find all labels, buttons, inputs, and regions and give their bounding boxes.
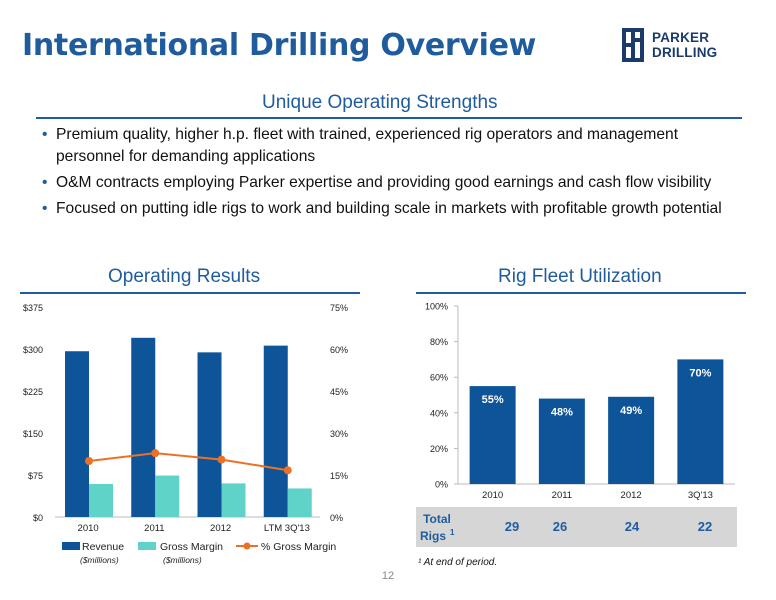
page-number: 12 xyxy=(381,570,395,582)
rig-utilization-chart: 0% 20% 40% 60% 80% 100% 55% 2010 48% 2011 49% 2012 7… xyxy=(425,302,735,501)
pct-gross-margin-point xyxy=(283,466,292,475)
y-tick-label: $300 xyxy=(23,345,43,355)
legend-gross-margin-swatch xyxy=(138,542,156,550)
pct-gross-margin-point xyxy=(151,449,160,458)
pct-gross-margin-point xyxy=(217,455,226,464)
footnote: ¹ At end of period. xyxy=(418,557,498,568)
total-rigs-label: Total Rigs 1 xyxy=(420,512,454,543)
y2-tick-label: 45% xyxy=(330,387,348,397)
rig-count: 24 xyxy=(624,519,640,534)
parker-logo-icon xyxy=(622,28,644,62)
legend-pct-label: % Gross Margin xyxy=(261,541,336,553)
utilization-bar xyxy=(538,398,585,484)
x-tick-label: 2012 xyxy=(621,490,642,501)
rig-count: 22 xyxy=(697,519,713,534)
y-tick-label: 20% xyxy=(430,444,448,454)
legend-pct-marker xyxy=(243,542,251,550)
y-tick-label: 100% xyxy=(425,302,448,312)
gross-margin-bar xyxy=(221,483,246,517)
page-title: International Drilling Overview xyxy=(22,28,537,63)
y-tick-label: 0% xyxy=(435,480,448,490)
y-tick-label: $75 xyxy=(28,471,43,481)
pct-gross-margin-line xyxy=(88,452,288,472)
utilization-value-label: 70% xyxy=(689,367,711,379)
y2-tick-label: 30% xyxy=(330,429,348,439)
y-tick-label: 40% xyxy=(430,408,448,418)
revenue-bar xyxy=(65,351,89,517)
gross-margin-bar xyxy=(155,475,180,517)
strengths-heading: Unique Operating Strengths xyxy=(262,92,498,113)
y-tick-label: $375 xyxy=(23,303,43,313)
strength-bullet: Premium quality, higher h.p. fleet with … xyxy=(42,124,722,168)
strengths-list: Premium quality, higher h.p. fleet with … xyxy=(42,124,722,224)
y2-tick-label: 15% xyxy=(330,471,348,481)
operating-results-chart: $0 $75 $150 $225 $300 $375 0% 15% 30% 45% 60% 75% 20… xyxy=(23,303,348,565)
x-tick-label: LTM 3Q'13 xyxy=(264,523,310,534)
x-tick-label: 2011 xyxy=(144,523,164,534)
rig-count: 29 xyxy=(504,519,520,534)
revenue-bar xyxy=(263,345,288,517)
utilization-value-label: 48% xyxy=(551,407,573,419)
gross-margin-bar xyxy=(287,488,312,517)
total-rigs-table: Total Rigs 1 29 26 24 22 xyxy=(416,507,737,547)
operating-rule xyxy=(20,292,360,294)
total-rigs-label-line1: Total xyxy=(423,512,451,526)
legend-gross-margin-sub: ($millions) xyxy=(163,555,202,565)
legend-gross-margin-label: Gross Margin xyxy=(160,541,223,553)
y-tick-label: 80% xyxy=(430,337,448,347)
total-rigs-label-line2: Rigs xyxy=(420,529,447,543)
y-tick-label: $225 xyxy=(23,387,43,397)
revenue-bar xyxy=(131,337,156,517)
gross-margin-bar xyxy=(89,483,113,517)
utilization-bar xyxy=(677,359,724,484)
strength-bullet: Focused on putting idle rigs to work and… xyxy=(42,198,722,220)
legend-revenue-label: Revenue xyxy=(82,541,124,553)
utilization-bar xyxy=(469,386,516,484)
y-tick-label: $150 xyxy=(23,429,43,439)
y2-tick-label: 60% xyxy=(330,345,348,355)
y2-tick-label: 0% xyxy=(330,513,343,523)
utilization-bar xyxy=(608,396,655,484)
y-tick-label: $0 xyxy=(33,513,43,523)
strength-bullet: O&M contracts employing Parker expertise… xyxy=(42,172,722,194)
rig-count: 26 xyxy=(552,519,568,534)
x-tick-label: 2010 xyxy=(482,490,503,501)
x-tick-label: 2011 xyxy=(552,490,572,501)
total-rigs-superscript: 1 xyxy=(450,528,455,537)
x-tick-label: 3Q'13 xyxy=(688,490,713,501)
logo-text: PARKER DRILLING xyxy=(652,30,718,60)
fleet-rule xyxy=(416,292,746,294)
y-tick-label: 60% xyxy=(430,373,448,383)
revenue-bar xyxy=(197,352,222,517)
strengths-rule xyxy=(36,117,742,119)
x-tick-label: 2010 xyxy=(78,523,99,534)
legend-revenue-sub: ($millions) xyxy=(80,555,119,565)
utilization-value-label: 55% xyxy=(482,394,504,406)
x-tick-label: 2012 xyxy=(210,523,231,534)
y2-tick-label: 75% xyxy=(330,303,348,313)
company-logo: PARKER DRILLING xyxy=(622,28,776,62)
utilization-value-label: 49% xyxy=(620,405,642,417)
fleet-heading: Rig Fleet Utilization xyxy=(498,266,662,287)
operating-heading: Operating Results xyxy=(108,266,261,287)
pct-gross-margin-point xyxy=(85,457,93,465)
legend-revenue-swatch xyxy=(62,542,80,550)
